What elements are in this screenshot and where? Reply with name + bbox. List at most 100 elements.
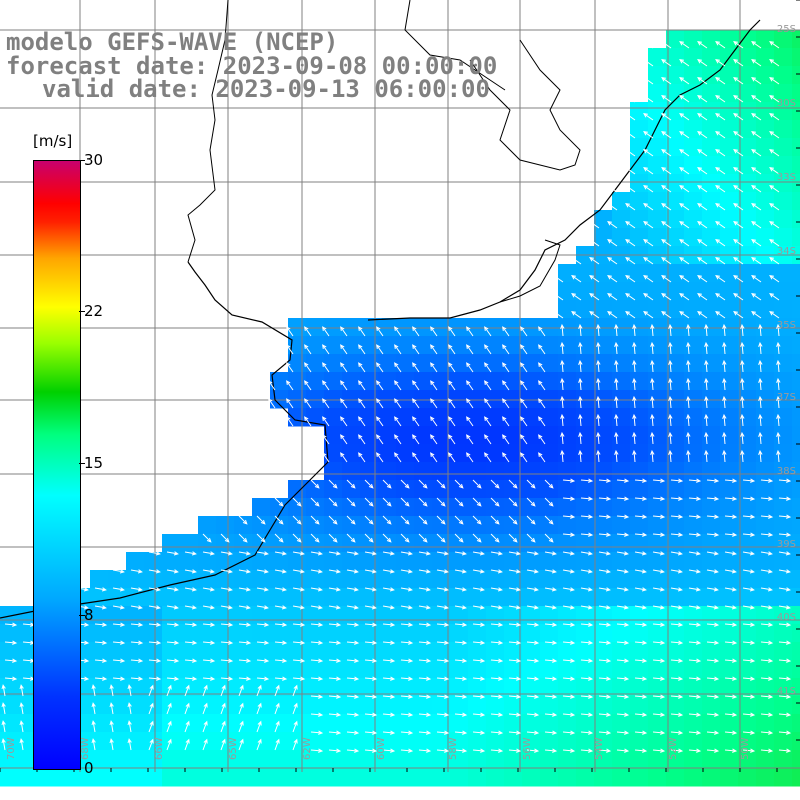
wind-cell <box>522 372 541 391</box>
wind-arrow <box>328 658 342 663</box>
wind-cell <box>774 300 793 319</box>
wind-cell <box>342 336 361 355</box>
wind-cell <box>468 516 487 535</box>
wind-cell <box>450 498 469 517</box>
wind-arrow <box>274 676 288 681</box>
wind-arrow <box>1 702 6 715</box>
wind-arrow <box>778 496 792 501</box>
wind-arrow <box>740 323 745 337</box>
wind-cell <box>144 660 163 679</box>
wind-arrow <box>652 658 666 663</box>
wind-cell <box>648 732 667 751</box>
wind-cell <box>432 642 451 661</box>
wind-cell <box>684 768 703 787</box>
wind-arrow <box>364 694 378 699</box>
wind-cell <box>288 660 307 679</box>
wind-arrow <box>538 344 546 355</box>
wind-cell <box>216 624 235 643</box>
wind-cell <box>432 426 451 445</box>
wind-cell <box>666 642 685 661</box>
wind-arrow <box>340 416 348 427</box>
wind-cell <box>486 750 505 769</box>
wind-arrow <box>400 569 413 574</box>
wind-cell <box>702 552 721 571</box>
wind-arrow <box>364 515 374 525</box>
wind-cell <box>378 354 397 373</box>
wind-cell <box>324 480 343 499</box>
wind-arrow <box>544 640 558 645</box>
wind-arrow <box>466 434 474 445</box>
wind-cell <box>18 750 37 769</box>
wind-cell <box>18 660 37 679</box>
wind-arrow <box>632 377 637 391</box>
wind-arrow <box>544 748 558 753</box>
wind-cell <box>666 228 685 247</box>
wind-arrow <box>760 478 774 483</box>
wind-arrow <box>220 720 226 733</box>
wind-cell <box>360 426 379 445</box>
wind-arrow <box>760 622 774 627</box>
wind-cell <box>576 732 595 751</box>
wind-arrow <box>400 551 413 556</box>
wind-cell <box>504 354 523 373</box>
wind-arrow <box>94 676 108 681</box>
wind-cell <box>198 768 217 787</box>
wind-arrow <box>670 569 683 574</box>
wind-arrow <box>328 551 341 556</box>
wind-arrow <box>340 362 348 373</box>
wind-cell <box>792 372 800 391</box>
wind-cell <box>396 678 415 697</box>
wind-arrow <box>364 640 378 645</box>
wind-cell <box>756 588 775 607</box>
wind-arrow <box>715 203 726 211</box>
wind-arrow <box>670 676 684 681</box>
wind-cell <box>288 390 307 409</box>
wind-cell <box>198 588 217 607</box>
wind-arrow <box>472 676 486 681</box>
wind-arrow <box>578 341 583 355</box>
wind-cell <box>486 444 505 463</box>
wind-arrow <box>679 275 690 283</box>
wind-cell <box>540 750 559 769</box>
wind-cell <box>684 282 703 301</box>
wind-cell <box>720 66 739 85</box>
wind-cell <box>612 210 631 229</box>
wind-cell <box>630 750 649 769</box>
wind-cell <box>432 462 451 481</box>
wind-arrow <box>256 622 270 627</box>
wind-cell <box>792 48 800 67</box>
wind-cell <box>684 480 703 499</box>
wind-cell <box>774 192 793 211</box>
wind-cell <box>288 408 307 427</box>
wind-arrow <box>562 551 575 556</box>
wind-cell <box>774 714 793 733</box>
wind-cell <box>198 642 217 661</box>
wind-arrow <box>526 676 540 681</box>
wind-arrow <box>490 712 504 717</box>
wind-arrow <box>679 131 690 139</box>
wind-arrow <box>625 311 636 319</box>
wind-arrow <box>580 532 594 537</box>
wind-arrow <box>670 694 684 699</box>
wind-arrow <box>758 323 763 337</box>
wind-arrow <box>472 622 486 627</box>
wind-cell <box>234 588 253 607</box>
wind-arrow <box>652 730 666 735</box>
wind-cell <box>648 588 667 607</box>
wind-arrow <box>436 622 450 627</box>
wind-cell <box>162 534 181 553</box>
wind-arrow <box>202 658 216 663</box>
wind-arrow <box>616 622 630 627</box>
wind-arrow <box>436 640 450 645</box>
wind-arrow <box>724 551 737 556</box>
wind-cell <box>270 642 289 661</box>
wind-cell <box>702 768 721 787</box>
wind-arrow <box>184 587 197 592</box>
wind-arrow <box>346 587 359 592</box>
wind-arrow <box>733 185 744 193</box>
wind-arrow <box>679 311 690 319</box>
wind-arrow <box>668 449 673 463</box>
wind-cell <box>396 390 415 409</box>
wind-arrow <box>502 344 510 355</box>
wind-cell <box>594 264 613 283</box>
